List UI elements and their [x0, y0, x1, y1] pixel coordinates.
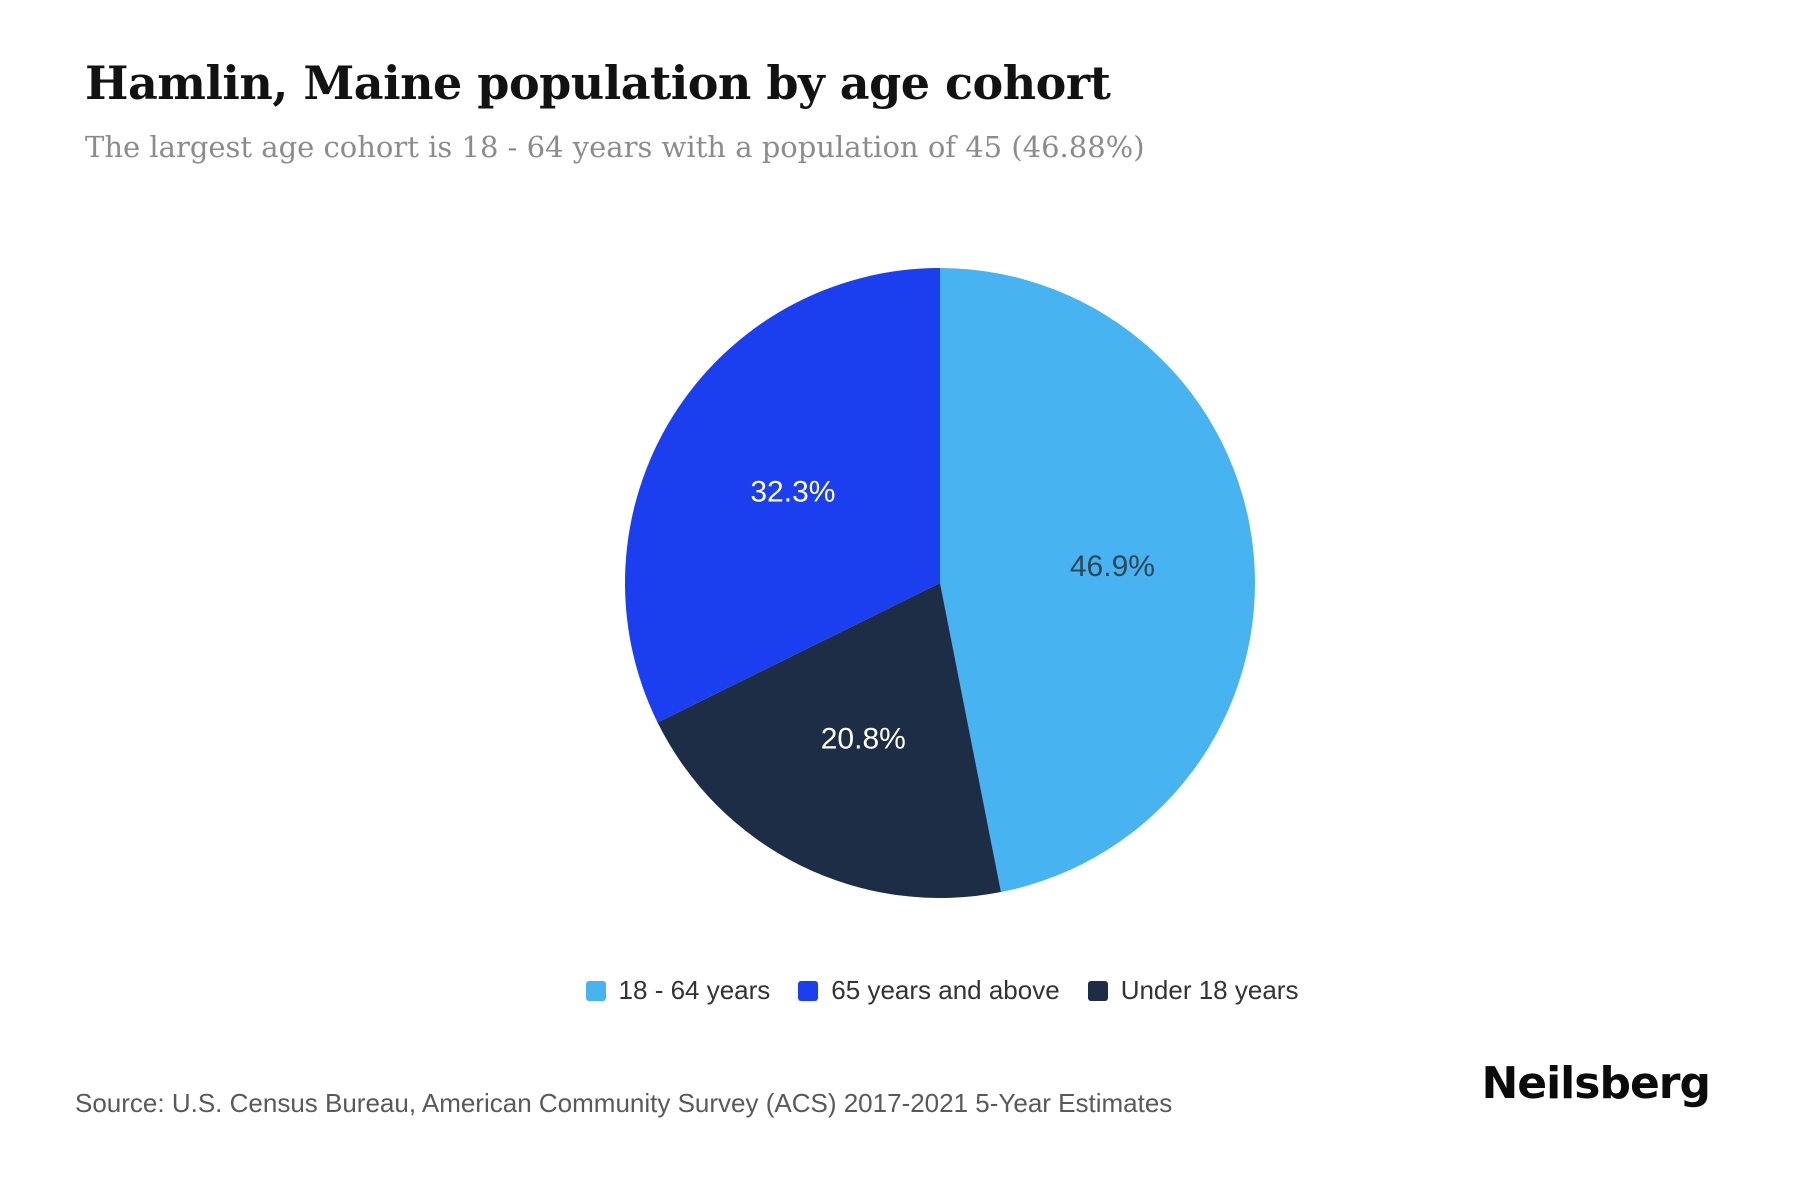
legend-label: 18 - 64 years [618, 975, 771, 1005]
pie-slice-18-64-years[interactable] [940, 268, 1255, 893]
legend-swatch-icon [1087, 980, 1108, 1001]
chart-legend: 18 - 64 years 65 years and above Under 18 … [84, 975, 1800, 1006]
legend-item-65-years-and-above[interactable]: 65 years and above [798, 975, 1060, 1006]
chart-title: Hamlin, Maine population by age cohort [85, 56, 1111, 110]
source-note: Source: U.S. Census Bureau, American Com… [75, 1088, 1173, 1118]
legend-label: 65 years and above [831, 975, 1060, 1005]
pie-slice-65-years-and-above[interactable] [625, 268, 940, 723]
pie-slice-under-18-years[interactable] [657, 583, 1001, 898]
legend-label: Under 18 years [1120, 975, 1299, 1005]
legend-swatch-icon [798, 980, 819, 1001]
chart-subtitle: The largest age cohort is 18 - 64 years … [85, 130, 1145, 164]
legend-item-under-18-years[interactable]: Under 18 years [1087, 975, 1299, 1006]
brand-logo: Neilsberg [1481, 1058, 1711, 1109]
legend-item-18-64-years[interactable]: 18 - 64 years [585, 975, 771, 1006]
pie-chart: 46.9%20.8%32.3% [625, 268, 1255, 898]
legend-swatch-icon [585, 980, 606, 1001]
